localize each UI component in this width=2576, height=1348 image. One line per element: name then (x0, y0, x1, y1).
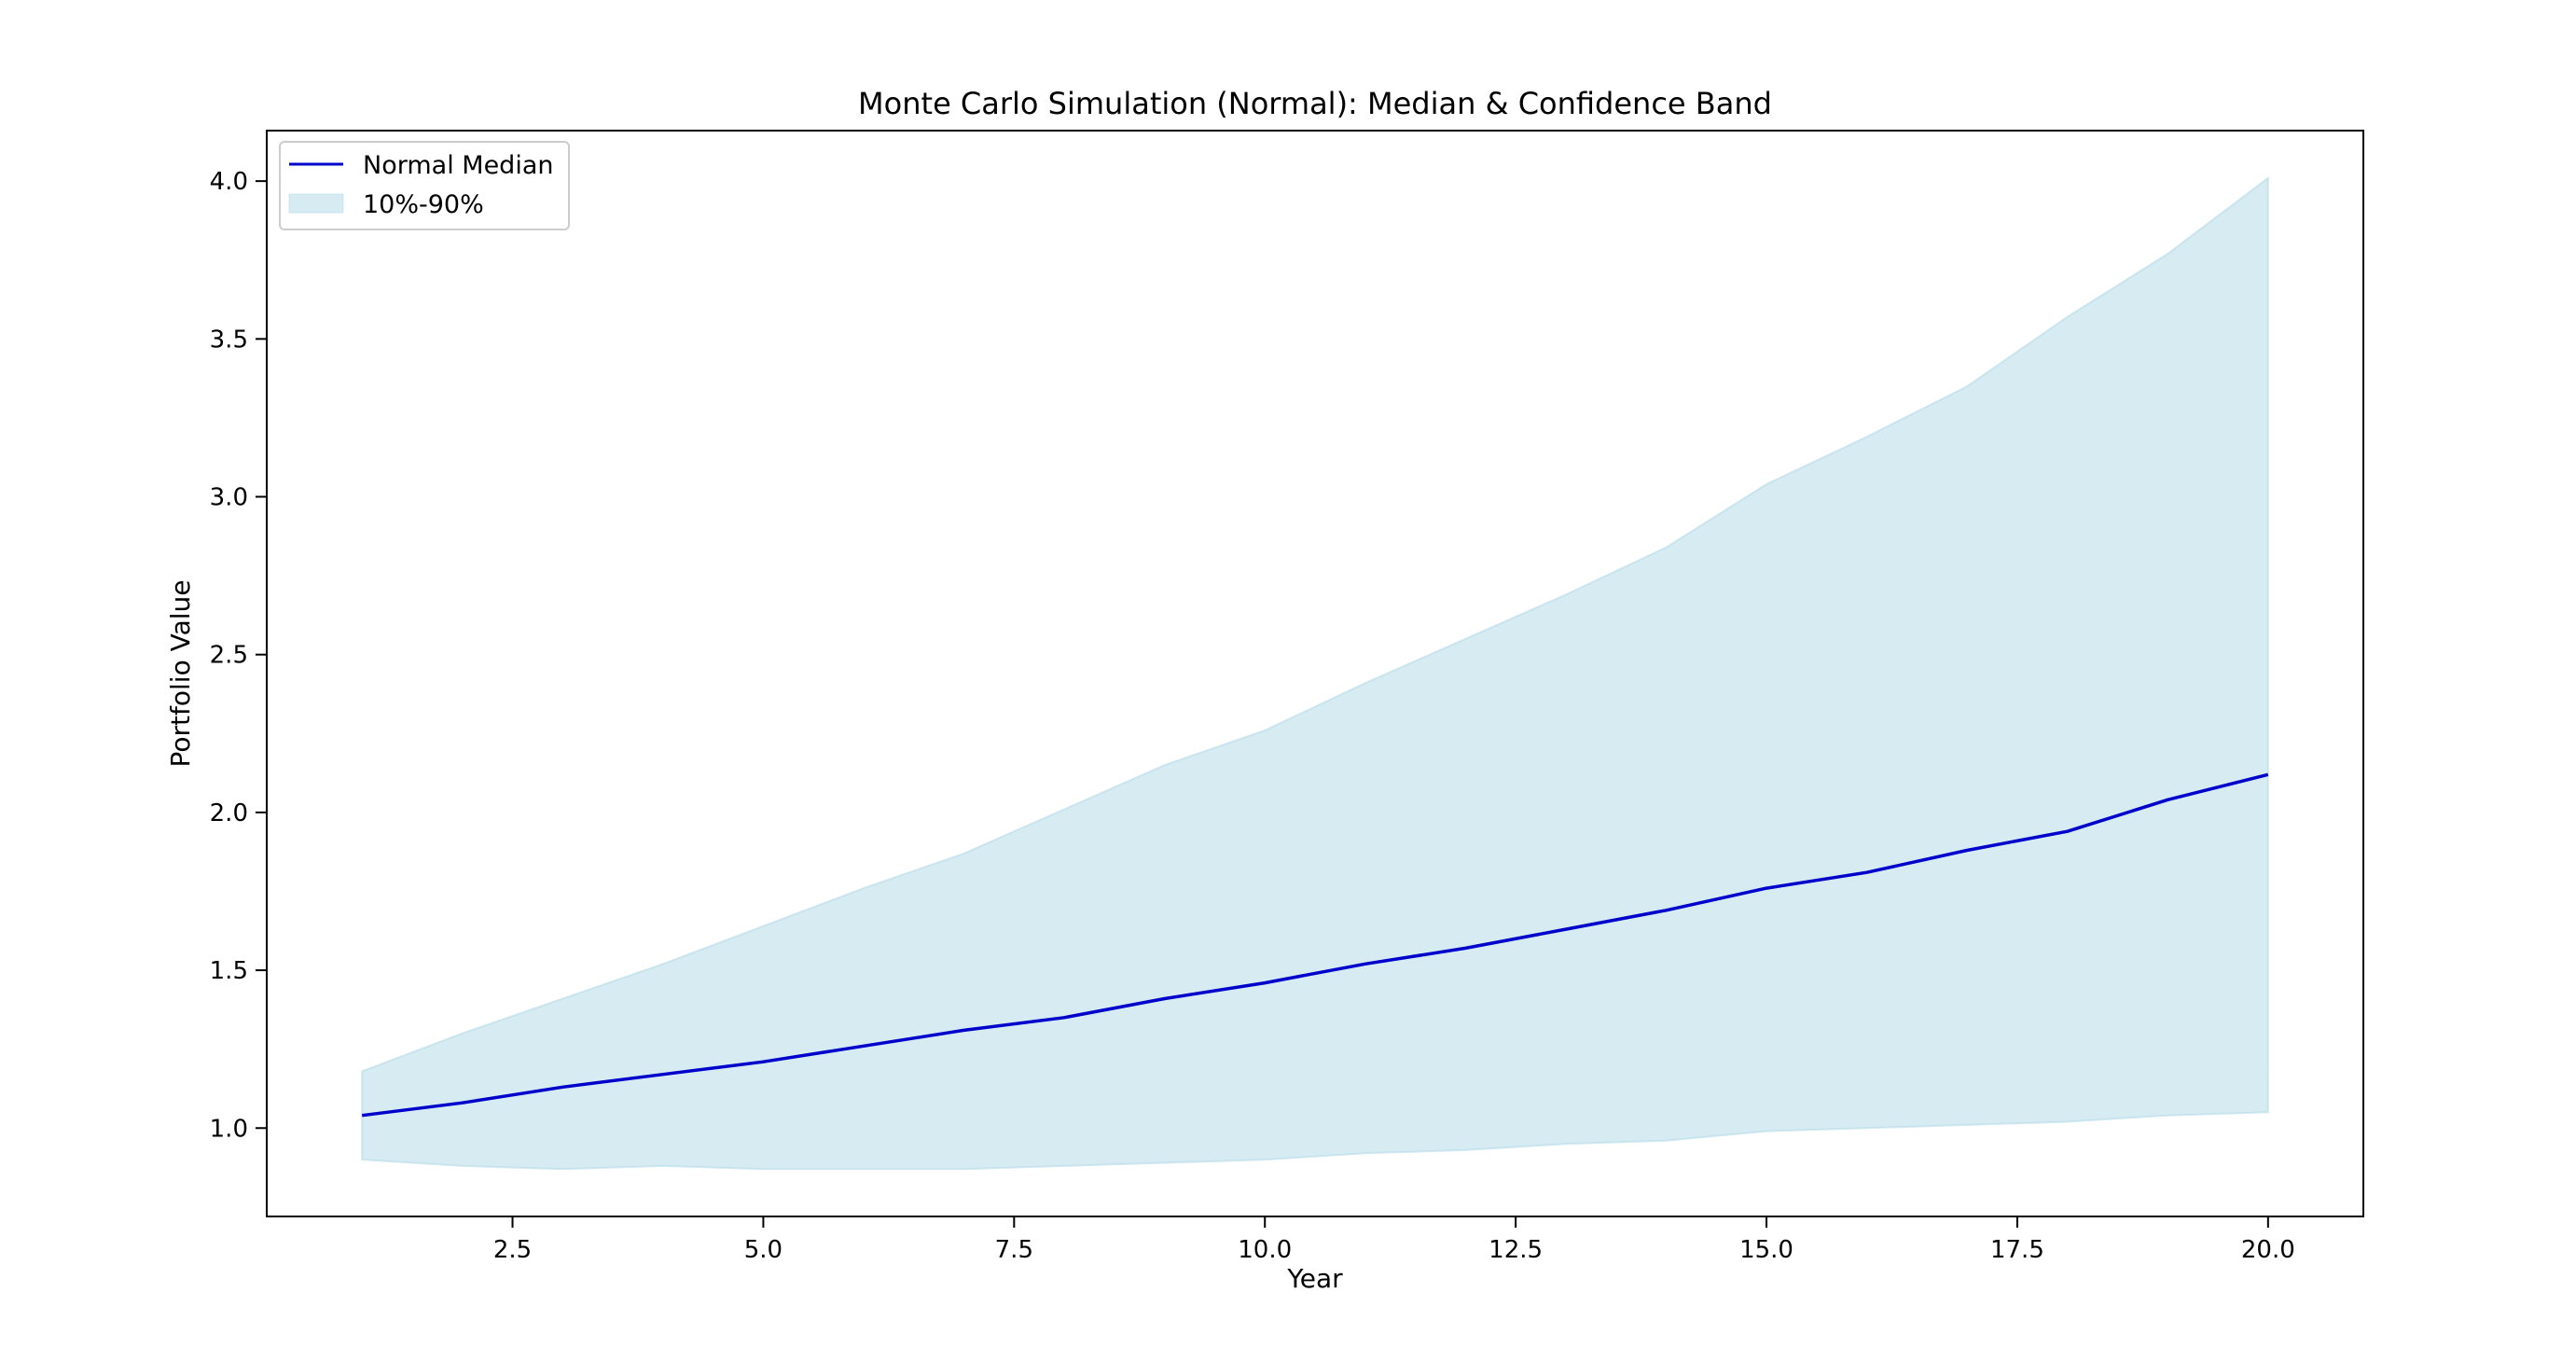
y-tick-label: 2.0 (210, 799, 248, 827)
legend-band-swatch (288, 193, 344, 214)
x-tick-label: 5.0 (744, 1236, 782, 1264)
legend-median-label: Normal Median (363, 151, 553, 180)
confidence-band (361, 175, 2269, 1171)
legend-box (279, 141, 570, 230)
y-axis: 1.0 1.5 2.0 2.5 3.0 3.5 4.0 (210, 168, 267, 1143)
plot-area (361, 175, 2269, 1171)
median-line (361, 772, 2269, 1118)
x-tick-label: 12.5 (1489, 1236, 1543, 1264)
plot-frame (266, 130, 2364, 1217)
y-tick-label: 4.0 (210, 168, 248, 196)
y-tick-label: 1.5 (210, 957, 248, 985)
x-tick-label: 15.0 (1739, 1236, 1794, 1264)
y-axis-label: Portfolio Value (165, 580, 196, 768)
x-axis: 2.5 5.0 7.5 10.0 12.5 15.0 17.5 20.0 (493, 1216, 2295, 1264)
x-tick-label: 2.5 (493, 1236, 532, 1264)
y-tick-label: 1.0 (210, 1115, 248, 1143)
chart-title: Monte Carlo Simulation (Normal): Median … (858, 86, 1772, 121)
x-tick-label: 17.5 (1990, 1236, 2044, 1264)
legend-band-label: 10%-90% (363, 190, 484, 219)
x-tick-label: 10.0 (1238, 1236, 1292, 1264)
x-tick-label: 20.0 (2241, 1236, 2295, 1264)
x-axis-label: Year (1286, 1263, 1343, 1294)
y-tick-label: 3.5 (210, 326, 248, 354)
x-tick-label: 7.5 (995, 1236, 1033, 1264)
y-tick-label: 2.5 (210, 642, 248, 670)
y-tick-label: 3.0 (210, 484, 248, 512)
legend: Normal Median 10%-90% (279, 141, 570, 230)
